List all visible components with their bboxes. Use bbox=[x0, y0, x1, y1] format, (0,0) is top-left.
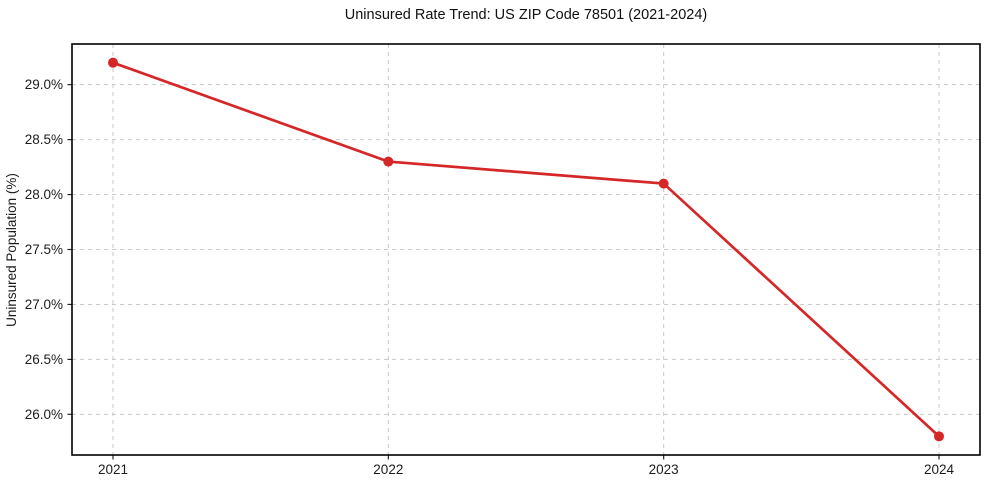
x-tick-label: 2022 bbox=[373, 462, 403, 477]
y-tick-label: 27.0% bbox=[25, 297, 63, 312]
y-tick-label: 29.0% bbox=[25, 77, 63, 92]
data-point bbox=[108, 57, 118, 68]
trend-line bbox=[111, 61, 941, 438]
data-point bbox=[658, 178, 669, 189]
y-tick-label: 28.5% bbox=[25, 132, 63, 147]
data-point bbox=[383, 156, 394, 167]
y-tick-label: 28.0% bbox=[25, 187, 63, 202]
x-tick-label: 2024 bbox=[924, 462, 955, 477]
data-point bbox=[934, 431, 944, 442]
plot-border bbox=[71, 43, 981, 456]
y-tick-label: 26.5% bbox=[25, 352, 63, 367]
x-tick-label: 2021 bbox=[98, 462, 128, 477]
y-tick-label: 27.5% bbox=[25, 242, 63, 257]
y-axis-label: Uninsured Population (%) bbox=[4, 173, 19, 327]
y-tick-label: 26.0% bbox=[25, 407, 63, 422]
chart-title: Uninsured Rate Trend: US ZIP Code 78501 … bbox=[344, 7, 708, 23]
x-tick-label: 2023 bbox=[649, 462, 679, 477]
